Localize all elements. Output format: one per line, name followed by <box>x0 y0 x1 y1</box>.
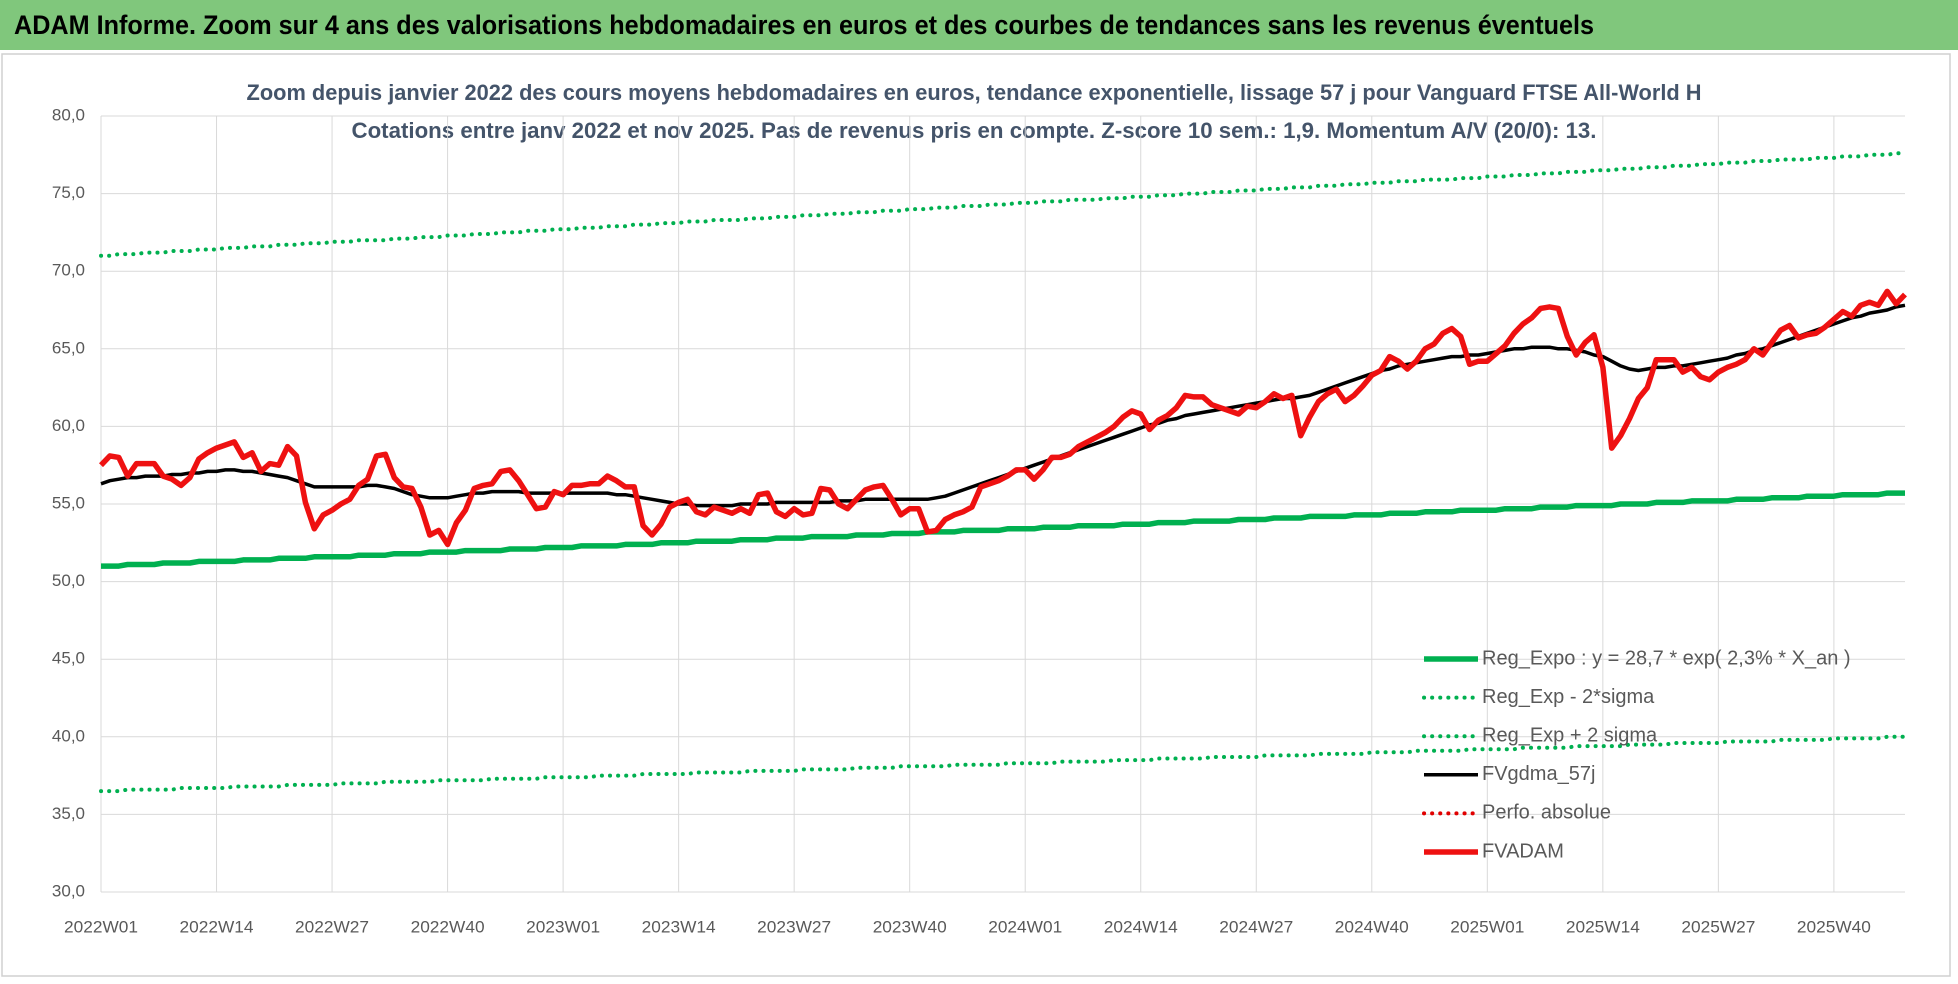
x-tick-label: 2024W14 <box>1104 917 1178 936</box>
x-tick-label: 2023W40 <box>873 917 947 936</box>
y-tick-label: 50,0 <box>52 571 85 590</box>
legend-label: Reg_Expo : y = 28,7 * exp( 2,3% * X_an ) <box>1482 647 1851 669</box>
x-tick-label: 2024W40 <box>1335 917 1409 936</box>
legend-label: Reg_Exp + 2 sigma <box>1482 724 1658 746</box>
y-tick-label: 70,0 <box>52 261 85 280</box>
legend-label: Reg_Exp - 2*sigma <box>1482 686 1655 708</box>
series-line <box>99 734 1907 794</box>
series-line <box>99 288 1907 548</box>
x-tick-label: 2022W40 <box>411 917 485 936</box>
series-line <box>101 490 1905 569</box>
x-tick-label: 2022W27 <box>295 917 369 936</box>
y-tick-label: 75,0 <box>52 183 85 202</box>
x-tick-label: 2024W01 <box>988 917 1062 936</box>
y-tick-label: 30,0 <box>52 881 85 900</box>
chart-title: Zoom depuis janvier 2022 des cours moyen… <box>247 80 1702 105</box>
y-tick-label: 40,0 <box>52 726 85 745</box>
x-tick-label: 2022W01 <box>64 917 138 936</box>
y-tick-label: 65,0 <box>52 338 85 357</box>
x-tick-label: 2023W27 <box>757 917 831 936</box>
legend-label: FVADAM <box>1482 840 1564 862</box>
x-tick-label: 2022W14 <box>180 917 254 936</box>
header-title: ADAM Informe. Zoom sur 4 ans des valoris… <box>14 10 1594 40</box>
legend-label: FVgdma_57j <box>1482 763 1595 785</box>
x-tick-label: 2025W40 <box>1797 917 1871 936</box>
chart-frame <box>1 53 1951 977</box>
x-tick-label: 2023W01 <box>526 917 600 936</box>
x-tick-label: 2025W14 <box>1566 917 1640 936</box>
x-tick-label: 2023W14 <box>642 917 716 936</box>
series-line <box>99 151 1907 258</box>
y-tick-label: 35,0 <box>52 804 85 823</box>
x-tick-label: 2024W27 <box>1219 917 1293 936</box>
header-bar <box>0 0 1958 50</box>
chart-subtitle: Cotations entre janv 2022 et nov 2025. P… <box>352 118 1597 143</box>
x-tick-label: 2025W01 <box>1450 917 1524 936</box>
y-tick-label: 60,0 <box>52 416 85 435</box>
y-tick-label: 55,0 <box>52 493 85 512</box>
y-tick-label: 45,0 <box>52 649 85 668</box>
legend-label: Perfo. absolue <box>1482 802 1611 824</box>
x-tick-label: 2025W27 <box>1681 917 1755 936</box>
y-tick-label: 80,0 <box>52 105 85 124</box>
